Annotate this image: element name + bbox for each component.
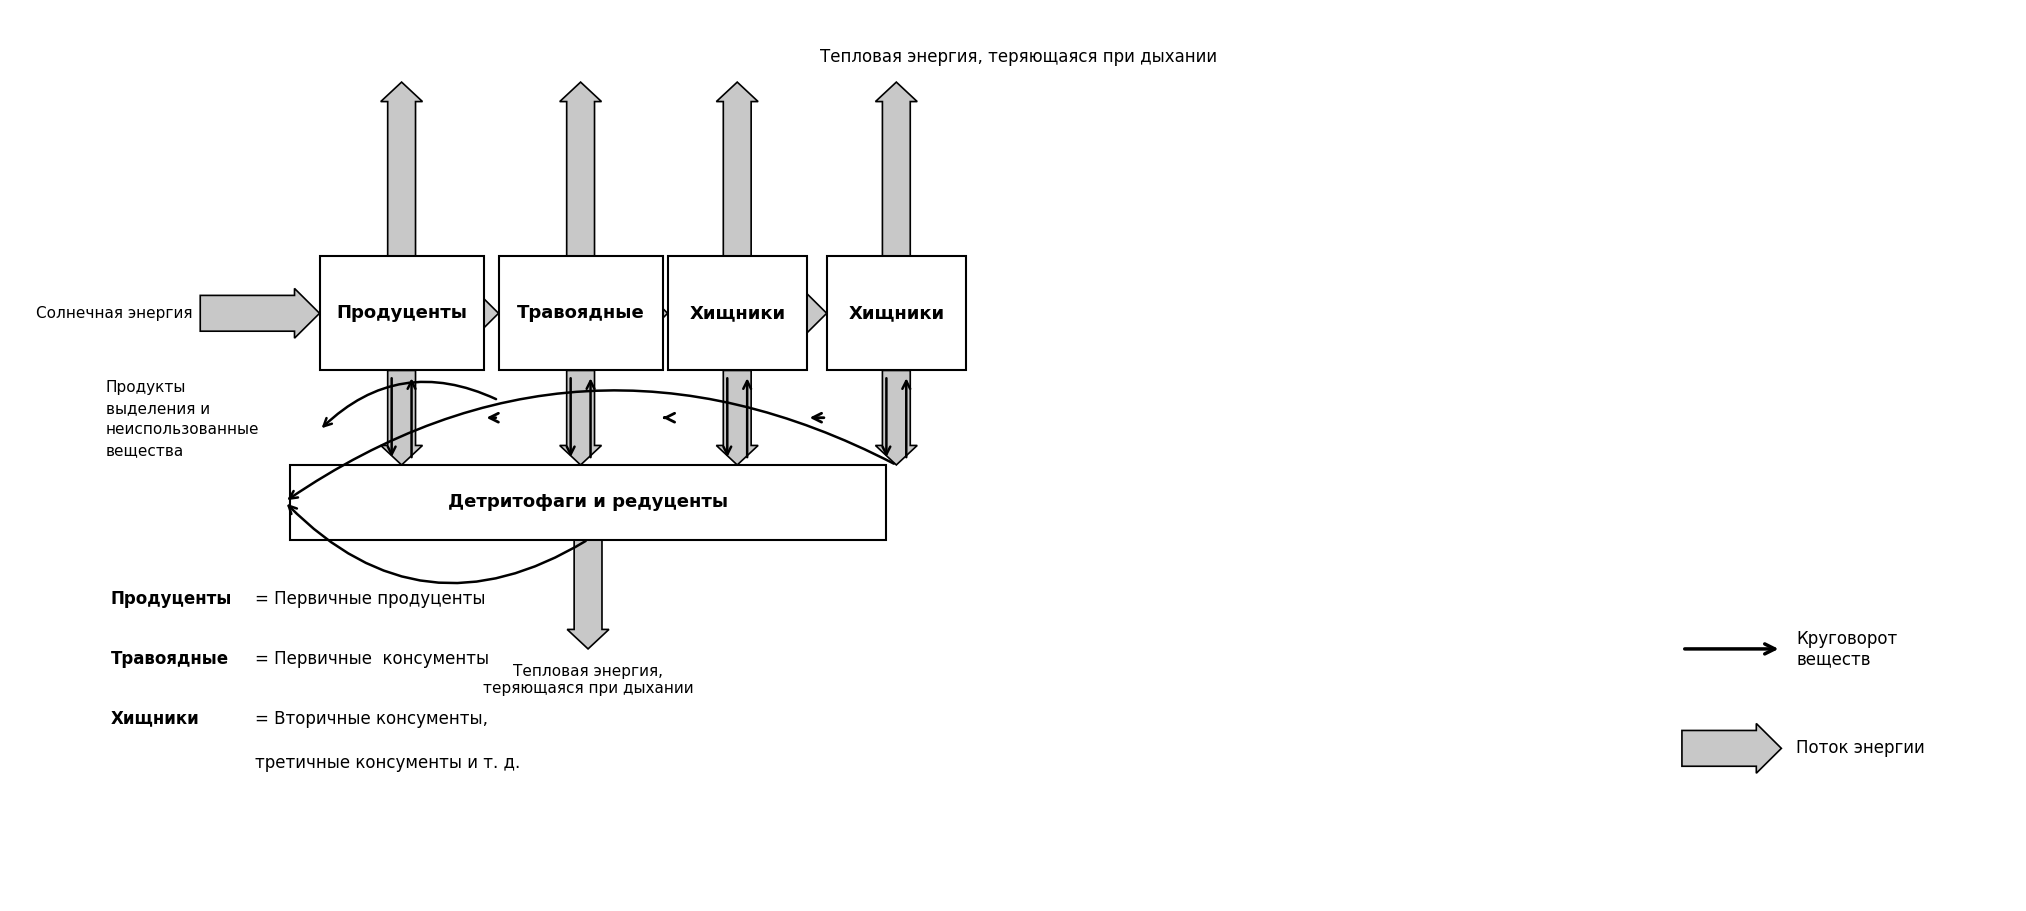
FancyArrow shape: [381, 371, 423, 465]
Bar: [498, 256, 663, 371]
FancyArrow shape: [559, 82, 602, 256]
FancyArrow shape: [381, 82, 423, 256]
Text: Солнечная энергия: Солнечная энергия: [36, 306, 192, 321]
FancyArrow shape: [567, 539, 610, 649]
Bar: [320, 256, 484, 371]
Text: Детритофаги и редуценты: Детритофаги и редуценты: [448, 493, 727, 511]
Text: Продуценты: Продуценты: [336, 304, 468, 322]
Text: = Первичные продуценты: = Первичные продуценты: [255, 590, 486, 609]
Text: Хищники: Хищники: [689, 304, 786, 322]
Bar: [669, 256, 806, 371]
FancyArrow shape: [717, 82, 758, 256]
Text: третичные консументы и т. д.: третичные консументы и т. д.: [255, 754, 521, 773]
Text: Продукты
выделения и
неиспользованные
вещества: Продукты выделения и неиспользованные ве…: [105, 381, 259, 458]
Text: Тепловая энергия, теряющаяся при дыхании: Тепловая энергия, теряющаяся при дыхании: [821, 48, 1218, 67]
FancyArrow shape: [875, 371, 918, 465]
Text: = Вторичные консументы,: = Вторичные консументы,: [255, 710, 488, 728]
Bar: [827, 256, 966, 371]
FancyArrow shape: [642, 289, 669, 338]
FancyArrow shape: [474, 289, 498, 338]
FancyArrow shape: [802, 289, 827, 338]
Text: Травоядные: Травоядные: [111, 650, 229, 668]
Bar: [290, 465, 887, 539]
FancyArrow shape: [717, 371, 758, 465]
Text: Продуценты: Продуценты: [111, 590, 233, 609]
Text: Тепловая энергия,
теряющаяся при дыхании: Тепловая энергия, теряющаяся при дыхании: [482, 664, 693, 696]
FancyArrow shape: [201, 289, 320, 338]
Text: Поток энергии: Поток энергии: [1797, 740, 1925, 757]
Text: Хищники: Хищники: [111, 710, 199, 728]
Text: = Первичные  консументы: = Первичные консументы: [255, 650, 488, 668]
FancyArrow shape: [559, 371, 602, 465]
Text: Круговорот
веществ: Круговорот веществ: [1797, 630, 1898, 669]
Text: Хищники: Хищники: [849, 304, 944, 322]
Text: Травоядные: Травоядные: [517, 304, 644, 322]
FancyArrow shape: [875, 82, 918, 256]
FancyArrow shape: [1682, 723, 1781, 773]
